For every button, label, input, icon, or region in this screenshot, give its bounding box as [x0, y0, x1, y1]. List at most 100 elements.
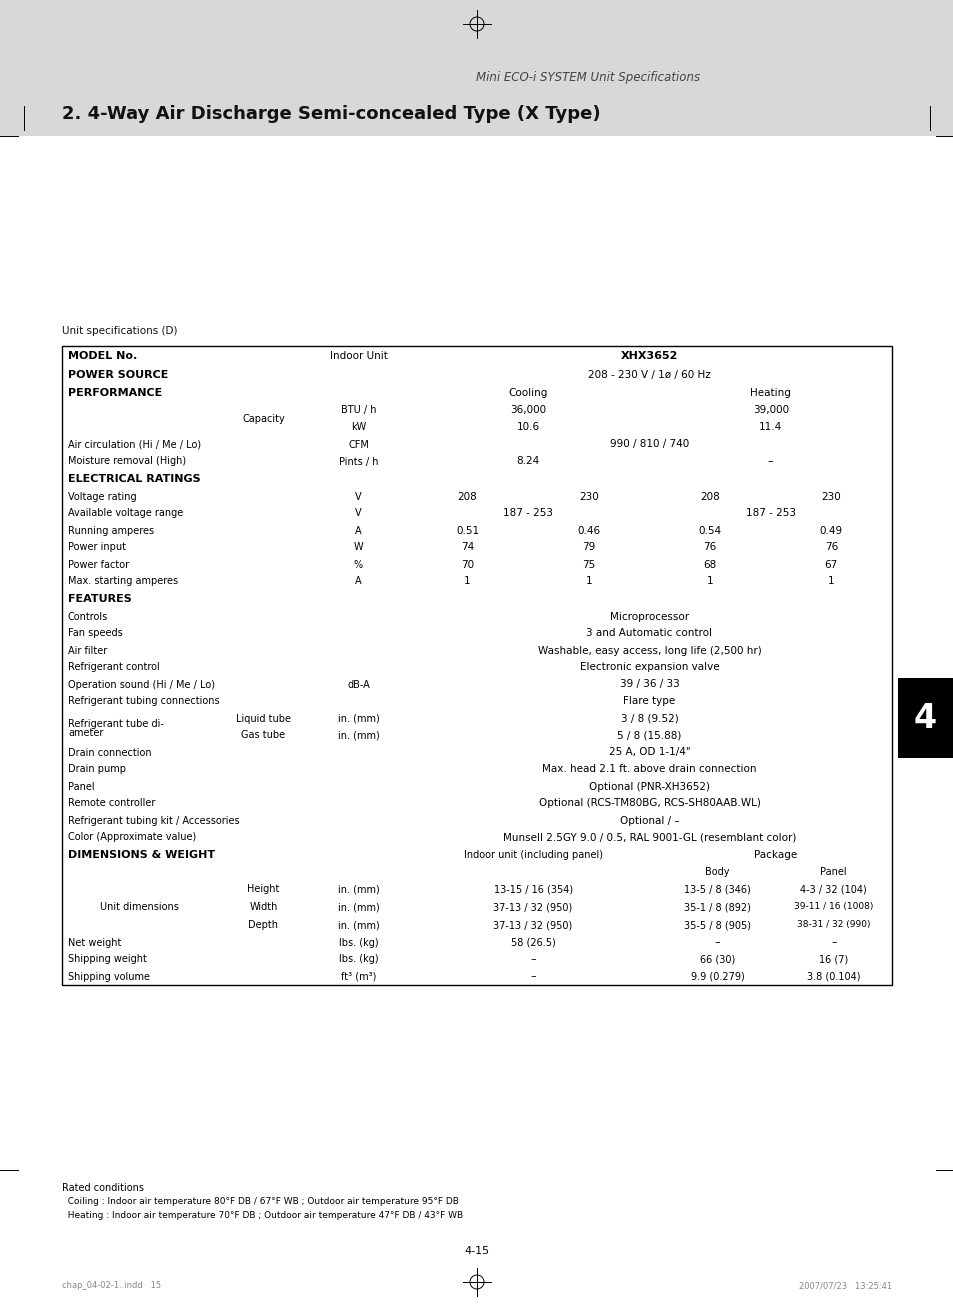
Text: Running amperes: Running amperes: [68, 525, 154, 535]
Text: 35-1 / 8 (892): 35-1 / 8 (892): [683, 902, 750, 912]
Bar: [62, 934, 310, 951]
Bar: [310, 419, 407, 436]
Bar: [407, 402, 649, 419]
Bar: [310, 573, 407, 590]
Bar: [310, 951, 407, 968]
Text: Washable, easy access, long life (2,500 hr): Washable, easy access, long life (2,500 …: [537, 645, 760, 656]
Text: ameter: ameter: [68, 727, 103, 738]
Text: Coiling : Indoor air temperature 80°F DB / 67°F WB ; Outdoor air temperature 95°: Coiling : Indoor air temperature 80°F DB…: [62, 1198, 458, 1207]
Text: Liquid tube: Liquid tube: [235, 713, 291, 724]
Bar: [407, 366, 891, 384]
Text: 13-5 / 8 (346): 13-5 / 8 (346): [683, 884, 750, 895]
Bar: [649, 539, 770, 556]
Text: Flare type: Flare type: [622, 696, 675, 707]
Text: POWER SOURCE: POWER SOURCE: [68, 370, 168, 380]
Text: Panel: Panel: [820, 867, 846, 878]
Bar: [407, 590, 891, 609]
Bar: [775, 880, 891, 899]
Bar: [62, 865, 407, 880]
Text: in. (mm): in. (mm): [337, 730, 379, 741]
Bar: [62, 626, 407, 643]
Bar: [62, 346, 891, 985]
Text: 3 and Automatic control: 3 and Automatic control: [586, 628, 712, 639]
Bar: [649, 384, 891, 402]
Bar: [62, 590, 407, 609]
Text: 36,000: 36,000: [510, 405, 546, 415]
Text: Heating : Indoor air temperature 70°F DB ; Outdoor air temperature 47°F DB / 43°: Heating : Indoor air temperature 70°F DB…: [62, 1212, 462, 1221]
Text: Power factor: Power factor: [68, 559, 129, 569]
Text: Mini ECO-i SYSTEM Unit Specifications: Mini ECO-i SYSTEM Unit Specifications: [476, 72, 700, 85]
Text: 3.8 (0.104): 3.8 (0.104): [806, 972, 860, 982]
Text: ft³ (m³): ft³ (m³): [340, 972, 375, 982]
Bar: [407, 795, 891, 812]
Bar: [659, 899, 775, 916]
Bar: [407, 934, 659, 951]
Bar: [407, 968, 659, 985]
Bar: [310, 453, 407, 470]
Text: Controls: Controls: [68, 611, 108, 622]
Bar: [407, 522, 528, 539]
Bar: [62, 693, 407, 710]
Text: 0.51: 0.51: [456, 525, 478, 535]
Bar: [62, 366, 407, 384]
Text: Remote controller: Remote controller: [68, 798, 155, 808]
Bar: [310, 488, 407, 505]
Text: Unit specifications (D): Unit specifications (D): [62, 326, 177, 336]
Text: 75: 75: [581, 559, 595, 569]
Text: 990 / 810 / 740: 990 / 810 / 740: [609, 440, 688, 449]
Text: 4: 4: [913, 701, 936, 735]
Bar: [659, 880, 775, 899]
Text: 2. 4-Way Air Discharge Semi-concealed Type (X Type): 2. 4-Way Air Discharge Semi-concealed Ty…: [62, 104, 600, 123]
Bar: [310, 727, 407, 744]
Bar: [407, 453, 649, 470]
Text: BTU / h: BTU / h: [340, 405, 375, 415]
Text: Drain pump: Drain pump: [68, 764, 126, 774]
Text: 39 / 36 / 33: 39 / 36 / 33: [619, 679, 679, 690]
Bar: [62, 609, 407, 626]
Text: 3 / 8 (9.52): 3 / 8 (9.52): [620, 713, 678, 724]
Text: Max. head 2.1 ft. above drain connection: Max. head 2.1 ft. above drain connection: [541, 764, 756, 774]
Bar: [62, 346, 310, 366]
Bar: [407, 539, 528, 556]
Bar: [407, 626, 891, 643]
Text: Optional (RCS-TM80BG, RCS-SH80AAB.WL): Optional (RCS-TM80BG, RCS-SH80AAB.WL): [538, 798, 760, 808]
Bar: [310, 677, 407, 693]
Bar: [310, 710, 407, 727]
Bar: [407, 899, 659, 916]
Text: W: W: [354, 542, 363, 552]
Bar: [528, 556, 649, 573]
Bar: [310, 402, 407, 419]
Bar: [216, 710, 310, 727]
Text: MODEL No.: MODEL No.: [68, 351, 137, 360]
Bar: [407, 346, 891, 366]
Bar: [775, 899, 891, 916]
Text: Air filter: Air filter: [68, 645, 107, 656]
Bar: [62, 453, 310, 470]
Text: 38-31 / 32 (990): 38-31 / 32 (990): [796, 921, 870, 930]
Bar: [407, 710, 891, 727]
Text: Cooling: Cooling: [508, 388, 547, 398]
Bar: [310, 916, 407, 934]
Text: 16 (7): 16 (7): [819, 955, 847, 965]
Text: 68: 68: [702, 559, 716, 569]
Text: ELECTRICAL RATINGS: ELECTRICAL RATINGS: [68, 474, 200, 485]
Bar: [407, 436, 891, 453]
Bar: [649, 402, 891, 419]
Text: Body: Body: [704, 867, 729, 878]
Text: 9.9 (0.279): 9.9 (0.279): [690, 972, 743, 982]
Bar: [407, 660, 891, 677]
Bar: [62, 710, 216, 744]
Bar: [407, 677, 891, 693]
Text: Munsell 2.5GY 9.0 / 0.5, RAL 9001-GL (resemblant color): Munsell 2.5GY 9.0 / 0.5, RAL 9001-GL (re…: [502, 832, 796, 842]
Text: A: A: [355, 576, 361, 586]
Text: –: –: [530, 955, 536, 965]
Text: Unit dimensions: Unit dimensions: [100, 902, 179, 912]
Text: Indoor unit (including panel): Indoor unit (including panel): [463, 850, 602, 859]
Text: Refrigerant tubing connections: Refrigerant tubing connections: [68, 696, 219, 707]
Text: 10.6: 10.6: [517, 423, 539, 432]
Text: 2007/07/23   13:25:41: 2007/07/23 13:25:41: [798, 1281, 891, 1290]
Bar: [62, 968, 310, 985]
Bar: [528, 573, 649, 590]
Text: Package: Package: [753, 850, 797, 859]
Text: 39,000: 39,000: [752, 405, 788, 415]
